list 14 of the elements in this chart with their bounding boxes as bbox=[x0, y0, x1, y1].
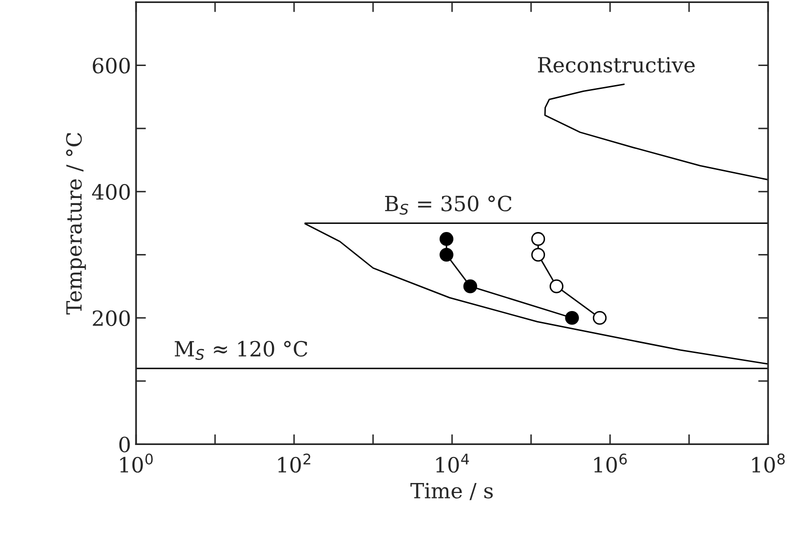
x-axis-title: Time / s bbox=[410, 482, 493, 500]
annotation: Reconstructive bbox=[538, 57, 695, 73]
y-tick-label: 400 bbox=[92, 184, 130, 200]
y-tick-label: 200 bbox=[92, 310, 130, 326]
y-tick-label: 600 bbox=[92, 58, 130, 74]
annotation: B$_{S}$ = 350 °C bbox=[385, 196, 512, 215]
x-tick-label: 10$^{4}$ bbox=[436, 454, 469, 473]
x-tick-label: 10$^{6}$ bbox=[594, 454, 627, 473]
x-tick-label: 10$^{0}$ bbox=[120, 454, 153, 473]
x-tick-label: 10$^{2}$ bbox=[278, 454, 310, 473]
x-tick-label: 10$^{8}$ bbox=[752, 454, 785, 473]
ref-line-label: M$_{S}$ ≈ 120 °C bbox=[174, 340, 308, 360]
y-axis-title: Temperature / °C bbox=[66, 132, 86, 315]
y-tick-label: 0 bbox=[119, 436, 130, 452]
